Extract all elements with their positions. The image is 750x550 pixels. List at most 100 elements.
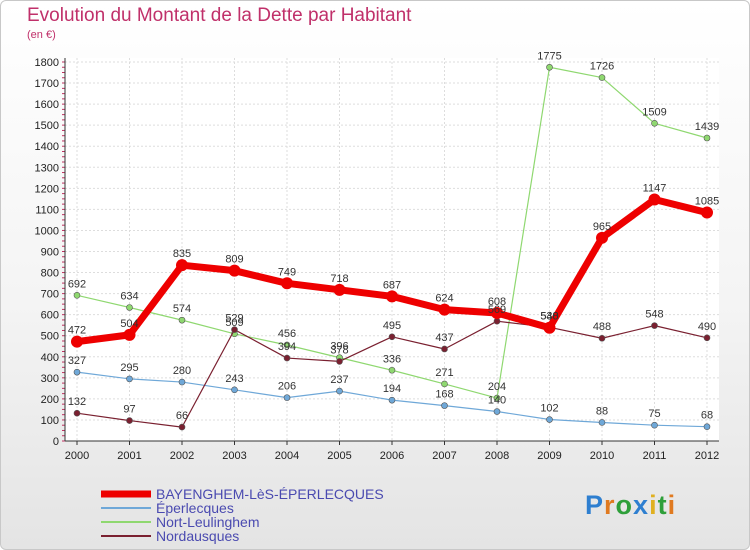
data-label: 88	[596, 405, 608, 417]
series-point-1	[441, 402, 448, 409]
series-point-2	[651, 119, 658, 127]
x-tick-label: 2010	[590, 450, 614, 462]
data-label: 1775	[537, 50, 561, 62]
series-point-0	[543, 321, 556, 334]
logo-letter: i	[667, 490, 677, 520]
y-tick-label: 1400	[35, 141, 59, 153]
data-label: 378	[330, 344, 348, 356]
data-label: 692	[68, 278, 86, 290]
series-point-2	[703, 134, 711, 142]
y-tick-label: 1100	[35, 204, 59, 216]
y-tick-label: 700	[41, 289, 59, 301]
x-tick-label: 2001	[117, 450, 141, 462]
series-point-3	[73, 409, 81, 417]
series-point-0	[438, 303, 451, 316]
series-point-2	[73, 291, 81, 299]
series-point-0	[648, 193, 661, 206]
data-label: 295	[120, 362, 138, 374]
data-label: 204	[488, 381, 506, 393]
series-point-0	[228, 264, 241, 277]
data-label: 336	[383, 353, 401, 365]
series-point-0	[123, 328, 136, 341]
chart-title: Evolution du Montant de la Dette par Hab…	[27, 5, 412, 26]
series-point-1	[493, 408, 501, 415]
y-tick-label: 500	[41, 331, 59, 343]
series-point-3	[388, 333, 396, 341]
series-point-1	[598, 419, 606, 426]
series-point-1	[231, 386, 238, 394]
x-tick-label: 2012	[695, 450, 719, 462]
data-label: 548	[645, 309, 663, 321]
series-point-3	[178, 423, 186, 431]
y-tick-label: 0	[53, 436, 59, 448]
series-point-3	[336, 358, 343, 365]
series-point-0	[596, 231, 608, 244]
x-tick-label: 2005	[327, 450, 351, 462]
data-label: 574	[173, 303, 191, 315]
series-point-3	[493, 317, 501, 325]
y-tick-label: 800	[41, 268, 59, 280]
data-label: 488	[593, 321, 611, 333]
data-label: 749	[278, 266, 296, 278]
x-tick-label: 2002	[170, 450, 194, 462]
data-label: 634	[120, 291, 138, 303]
series-point-0	[701, 206, 713, 219]
data-label: 495	[383, 320, 401, 332]
legend-label: Nordausques	[156, 528, 239, 544]
data-label: 529	[225, 313, 243, 325]
data-label: 1439	[695, 121, 719, 133]
data-label: 472	[68, 325, 86, 337]
data-label: 687	[383, 279, 401, 291]
y-tick-label: 200	[41, 394, 59, 406]
logo-letter: t	[657, 490, 668, 520]
y-tick-label: 300	[41, 373, 59, 385]
data-label: 718	[330, 273, 348, 285]
series-point-1	[546, 416, 553, 423]
y-tick-label: 1300	[35, 162, 59, 174]
series-point-1	[336, 387, 343, 395]
x-tick-label: 2004	[275, 450, 299, 462]
data-label: 965	[593, 221, 611, 233]
series-point-1	[388, 396, 396, 404]
x-tick-label: 2003	[222, 450, 246, 462]
series-point-3	[283, 354, 291, 362]
series-point-1	[178, 378, 186, 386]
x-tick-label: 2000	[65, 450, 89, 462]
data-label: 456	[278, 328, 296, 340]
data-label: 327	[68, 355, 86, 367]
y-tick-label: 1700	[35, 78, 59, 90]
series-point-1	[651, 421, 658, 429]
data-label: 540	[540, 310, 558, 322]
data-label: 280	[173, 365, 191, 377]
data-label: 394	[278, 341, 296, 353]
x-tick-label: 2011	[643, 450, 667, 462]
data-label: 504	[120, 318, 138, 330]
data-label: 132	[68, 396, 86, 408]
plot-area	[65, 58, 719, 441]
series-point-0	[281, 277, 293, 290]
y-tick-label: 1800	[35, 57, 59, 69]
series-point-3	[126, 417, 133, 424]
series-point-3	[651, 322, 658, 329]
series-point-3	[703, 334, 711, 342]
data-label: 1147	[643, 182, 667, 194]
data-label: 271	[435, 367, 453, 379]
proxiti-logo: Proxiti	[585, 490, 676, 521]
series-point-0	[333, 283, 346, 296]
data-label-layer: 472 504 835 809 749 718 687 624 608 538 965 1147 108…	[68, 50, 719, 422]
series-point-1	[703, 423, 711, 430]
chart-unit-label: (en €)	[27, 29, 56, 41]
data-label: 396	[330, 341, 348, 353]
data-label: 835	[173, 248, 191, 260]
y-tick-label: 900	[41, 247, 59, 259]
y-tick-label: 1200	[35, 183, 59, 195]
legend: BAYENGHEM-LèS-ÉPERLECQUESÉperlecquesNort…	[101, 486, 384, 544]
axis-layer: 0 100 200 300 400 500 600 700 800 900 1000 1100 1200…	[35, 57, 720, 462]
y-tick-label: 1000	[35, 225, 59, 237]
data-label: 243	[225, 373, 243, 385]
logo-letter: o	[615, 490, 634, 520]
x-tick-label: 2006	[380, 450, 404, 462]
data-label: 68	[701, 410, 713, 422]
x-tick-label: 2009	[537, 450, 561, 462]
x-tick-label: 2008	[485, 450, 509, 462]
